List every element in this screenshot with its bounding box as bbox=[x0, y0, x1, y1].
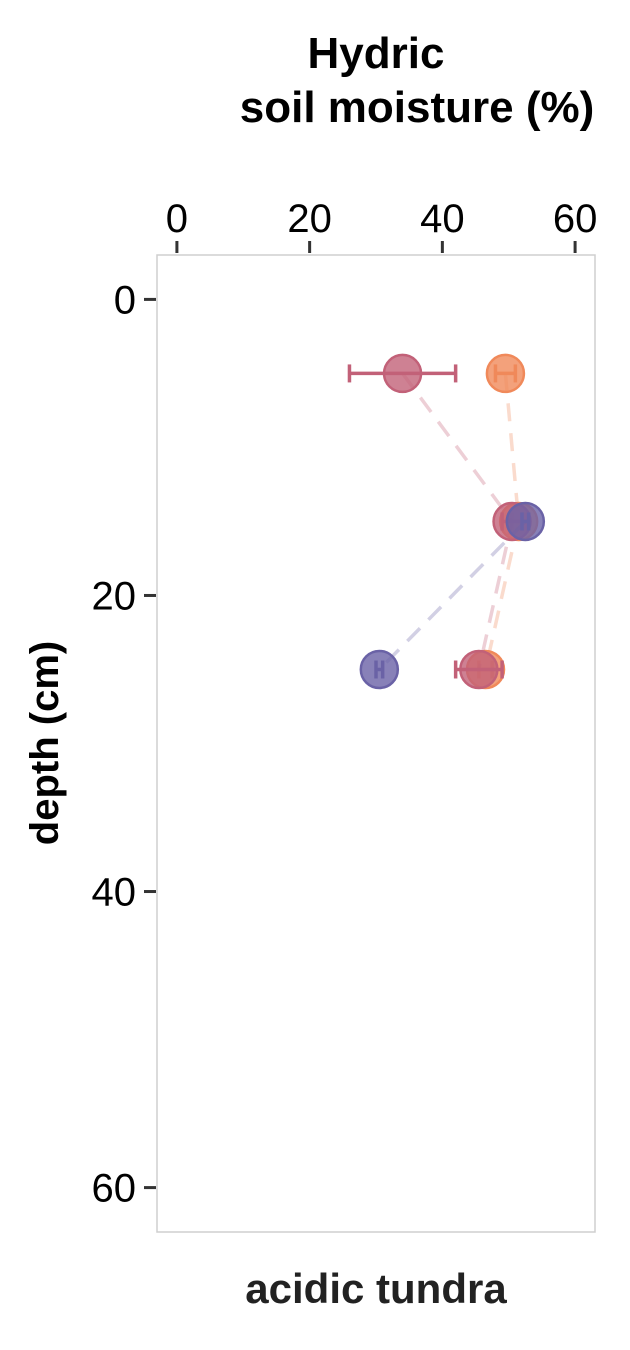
series-line bbox=[483, 373, 521, 670]
x-axis: 0 20 40 60 bbox=[166, 197, 598, 253]
y-tick-label: 60 bbox=[92, 1167, 137, 1211]
x-tick-label: 20 bbox=[287, 197, 332, 241]
data-series bbox=[347, 353, 532, 690]
x-tick-label: 60 bbox=[553, 197, 598, 241]
plot-panel-border bbox=[156, 254, 596, 1233]
y-tick-label: 0 bbox=[114, 278, 136, 322]
y-tick-label: 20 bbox=[92, 574, 137, 618]
x-tick-label: 40 bbox=[420, 197, 465, 241]
chart-title-line2: soil moisture (%) bbox=[240, 83, 595, 132]
y-tick-label: 40 bbox=[92, 871, 137, 915]
series-layer bbox=[347, 353, 546, 690]
series-line bbox=[378, 520, 527, 671]
y-axis: 0 20 40 60 bbox=[92, 278, 156, 1211]
data-series bbox=[359, 501, 546, 690]
x-tick-label: 0 bbox=[166, 197, 188, 241]
panel-label: acidic tundra bbox=[245, 1265, 507, 1312]
chart-title-line1: Hydric bbox=[308, 29, 445, 78]
y-axis-label: depth (cm) bbox=[23, 641, 67, 845]
